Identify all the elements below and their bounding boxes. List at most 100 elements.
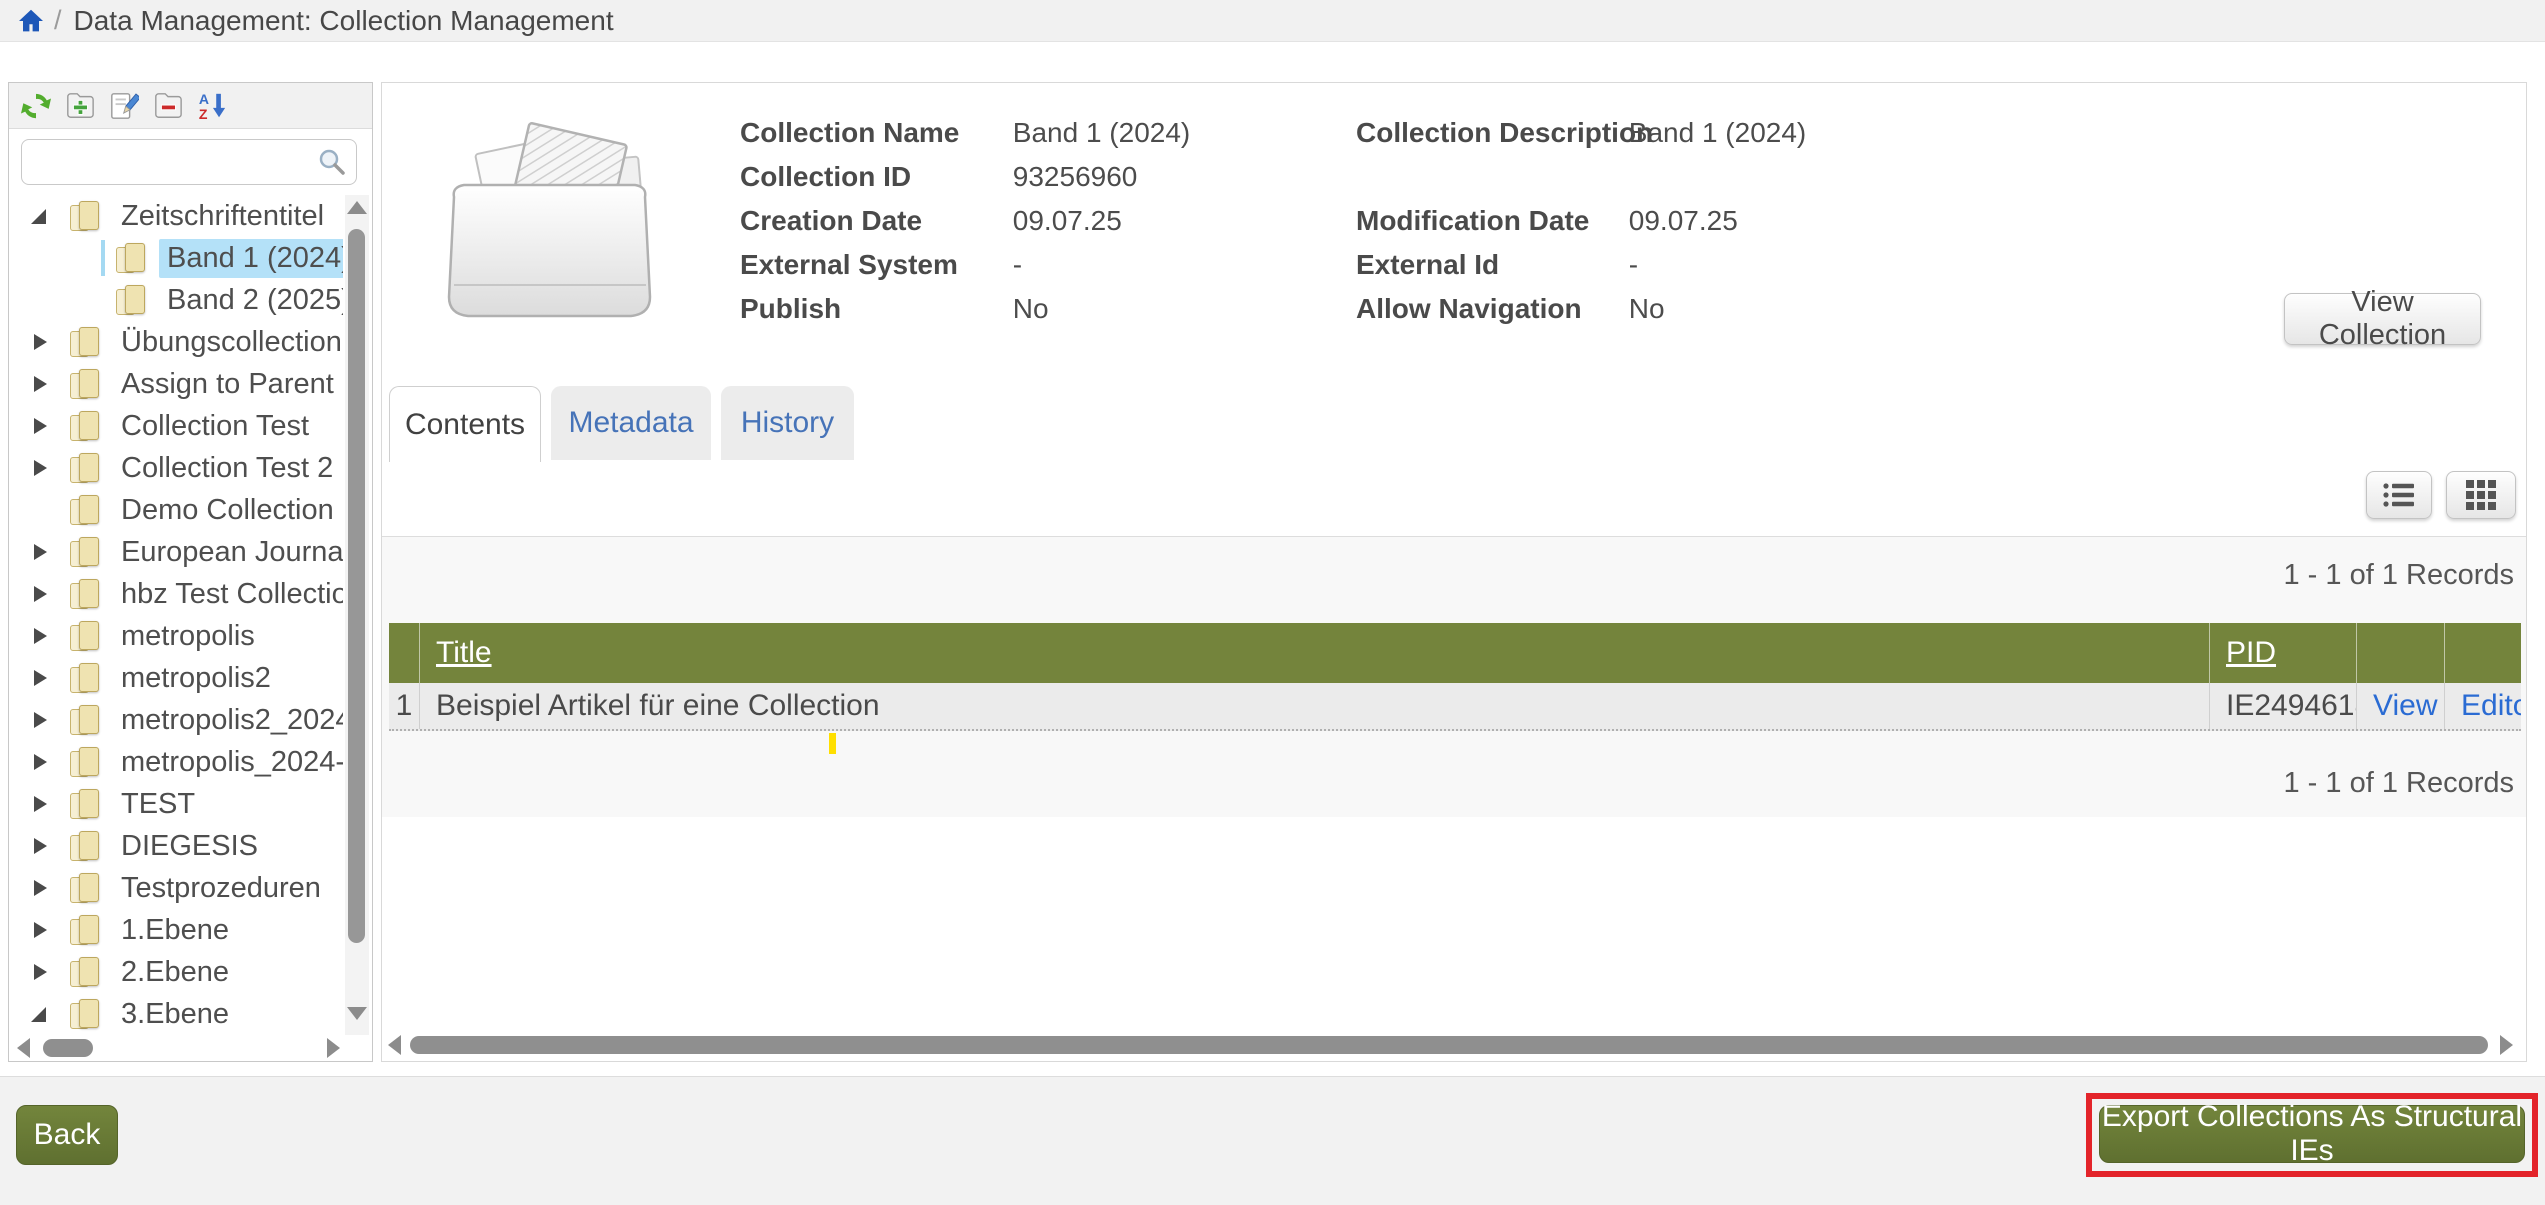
tree-item-label: European Journal for N	[121, 535, 343, 568]
expander-closed-icon[interactable]	[27, 329, 53, 355]
field-label: Modification Date	[1356, 205, 1590, 236]
collection-tree-panel: A Z Zeitschriftentitel Band 1 (2024)	[8, 82, 373, 1062]
scroll-left-icon[interactable]	[17, 1038, 30, 1058]
sort-by-title-link[interactable]: Title	[436, 636, 492, 669]
home-icon[interactable]	[18, 9, 44, 33]
tab-history[interactable]: History	[721, 386, 854, 460]
expander-closed-icon[interactable]	[27, 455, 53, 481]
indent-spacer	[27, 245, 99, 271]
tree-item-label: Band 2 (2025)	[167, 283, 343, 316]
tab-metadata[interactable]: Metadata	[551, 386, 711, 460]
tree-item[interactable]: Assign to Parent IE By	[9, 363, 343, 405]
tree-item[interactable]: DIEGESIS	[9, 825, 343, 867]
scroll-right-icon[interactable]	[2500, 1035, 2513, 1055]
expander-closed-icon[interactable]	[27, 959, 53, 985]
grid-view-button[interactable]	[2446, 471, 2516, 519]
svg-text:Z: Z	[199, 106, 208, 121]
expander-closed-icon[interactable]	[27, 371, 53, 397]
tree-item-label: Collection Test 2	[121, 451, 334, 484]
folder-icon	[69, 536, 101, 568]
folder-icon	[69, 200, 101, 232]
add-collection-icon[interactable]	[63, 89, 97, 123]
tree-item[interactable]: European Journal for N	[9, 531, 343, 573]
expander-closed-icon[interactable]	[27, 539, 53, 565]
field-label: Publish	[740, 293, 842, 324]
tree-item[interactable]: Collection Test	[9, 405, 343, 447]
tree-item[interactable]: 1.Ebene	[9, 909, 343, 951]
breadcrumb: / Data Management: Collection Management	[0, 0, 2545, 42]
tree-item[interactable]: 3.Ebene	[9, 993, 343, 1035]
sort-az-icon[interactable]: A Z	[195, 89, 229, 123]
tree-item[interactable]: hbz Test Collection - Le	[9, 573, 343, 615]
folder-icon	[69, 410, 101, 442]
expander-closed-icon[interactable]	[27, 665, 53, 691]
main-horizontal-scrollbar[interactable]	[382, 1031, 2526, 1059]
folder-icon	[69, 704, 101, 736]
breadcrumb-separator: /	[54, 5, 62, 35]
refresh-icon[interactable]	[19, 89, 53, 123]
expander-closed-icon[interactable]	[27, 413, 53, 439]
field-label: Creation Date	[740, 205, 923, 236]
expander-closed-icon[interactable]	[27, 875, 53, 901]
tab-contents[interactable]: Contents	[389, 386, 541, 462]
tree-item[interactable]: Collection Test 2	[9, 447, 343, 489]
remove-collection-icon[interactable]	[151, 89, 185, 123]
tree-item[interactable]: metropolis	[9, 615, 343, 657]
folder-icon	[69, 872, 101, 904]
tree-item[interactable]: Übungscollection	[9, 321, 343, 363]
expander-closed-icon[interactable]	[27, 581, 53, 607]
footer-bar: Back Export Collections As Structural IE…	[0, 1076, 2545, 1205]
scroll-right-icon[interactable]	[327, 1038, 340, 1058]
scroll-down-icon[interactable]	[347, 1007, 367, 1020]
expander-open-icon[interactable]	[27, 1001, 53, 1027]
tree-item-label: Testprozeduren	[121, 871, 321, 904]
folder-icon	[69, 662, 101, 694]
expander-closed-icon[interactable]	[27, 917, 53, 943]
tree-item[interactable]: Demo Collection	[9, 489, 343, 531]
field-label: Allow Navigation	[1356, 293, 1582, 324]
tree-item[interactable]: Band 2 (2025)	[9, 279, 343, 321]
list-view-icon	[2383, 483, 2414, 507]
list-view-button[interactable]	[2366, 471, 2432, 519]
sort-by-pid-link[interactable]: PID	[2226, 636, 2277, 669]
folder-icon	[115, 284, 147, 316]
tree-item[interactable]: Testprozeduren	[9, 867, 343, 909]
export-collections-button[interactable]: Export Collections As Structural IEs	[2099, 1100, 2525, 1167]
tree-item[interactable]: metropolis_2024-06-13	[9, 741, 343, 783]
tree-item[interactable]: 2.Ebene	[9, 951, 343, 993]
expander-closed-icon[interactable]	[27, 707, 53, 733]
tree-item-label: metropolis_2024-06-13	[121, 745, 343, 778]
back-button[interactable]: Back	[16, 1105, 118, 1165]
expander-closed-icon[interactable]	[27, 623, 53, 649]
scroll-up-icon[interactable]	[347, 201, 367, 214]
folder-icon	[69, 956, 101, 988]
tree-item-label: metropolis2_2024-06-1	[121, 703, 343, 736]
expander-open-icon[interactable]	[27, 203, 53, 229]
scroll-left-icon[interactable]	[388, 1035, 401, 1055]
tree-item[interactable]: TEST	[9, 783, 343, 825]
expander-closed-icon[interactable]	[27, 833, 53, 859]
view-link[interactable]: View	[2373, 689, 2438, 722]
search-input[interactable]	[21, 139, 357, 185]
tree-vertical-scrollbar[interactable]	[345, 195, 369, 1035]
scrollbar-thumb[interactable]	[348, 229, 365, 943]
field-value: No	[1012, 293, 1049, 324]
view-collection-button[interactable]: View Collection	[2284, 286, 2481, 351]
tree-item-selected[interactable]: Band 1 (2024)	[9, 237, 343, 279]
tree-item[interactable]: Zeitschriftentitel	[9, 195, 343, 237]
header-editor	[2444, 623, 2521, 683]
search-icon[interactable]	[317, 147, 347, 177]
field-modification-date: Modification Date 09.07.25	[1356, 199, 1738, 243]
editor-link[interactable]: Editor	[2461, 689, 2521, 722]
expander-closed-icon[interactable]	[27, 791, 53, 817]
folder-icon	[69, 326, 101, 358]
scrollbar-thumb[interactable]	[43, 1039, 93, 1057]
edit-collection-icon[interactable]	[107, 89, 141, 123]
tree-item[interactable]: metropolis2	[9, 657, 343, 699]
tree-item[interactable]: metropolis2_2024-06-1	[9, 699, 343, 741]
scrollbar-thumb[interactable]	[410, 1036, 2488, 1054]
expander-closed-icon[interactable]	[27, 749, 53, 775]
table-row: 1 Beispiel Artikel für eine Collection I…	[389, 683, 2521, 731]
tree-horizontal-scrollbar[interactable]	[9, 1035, 372, 1061]
